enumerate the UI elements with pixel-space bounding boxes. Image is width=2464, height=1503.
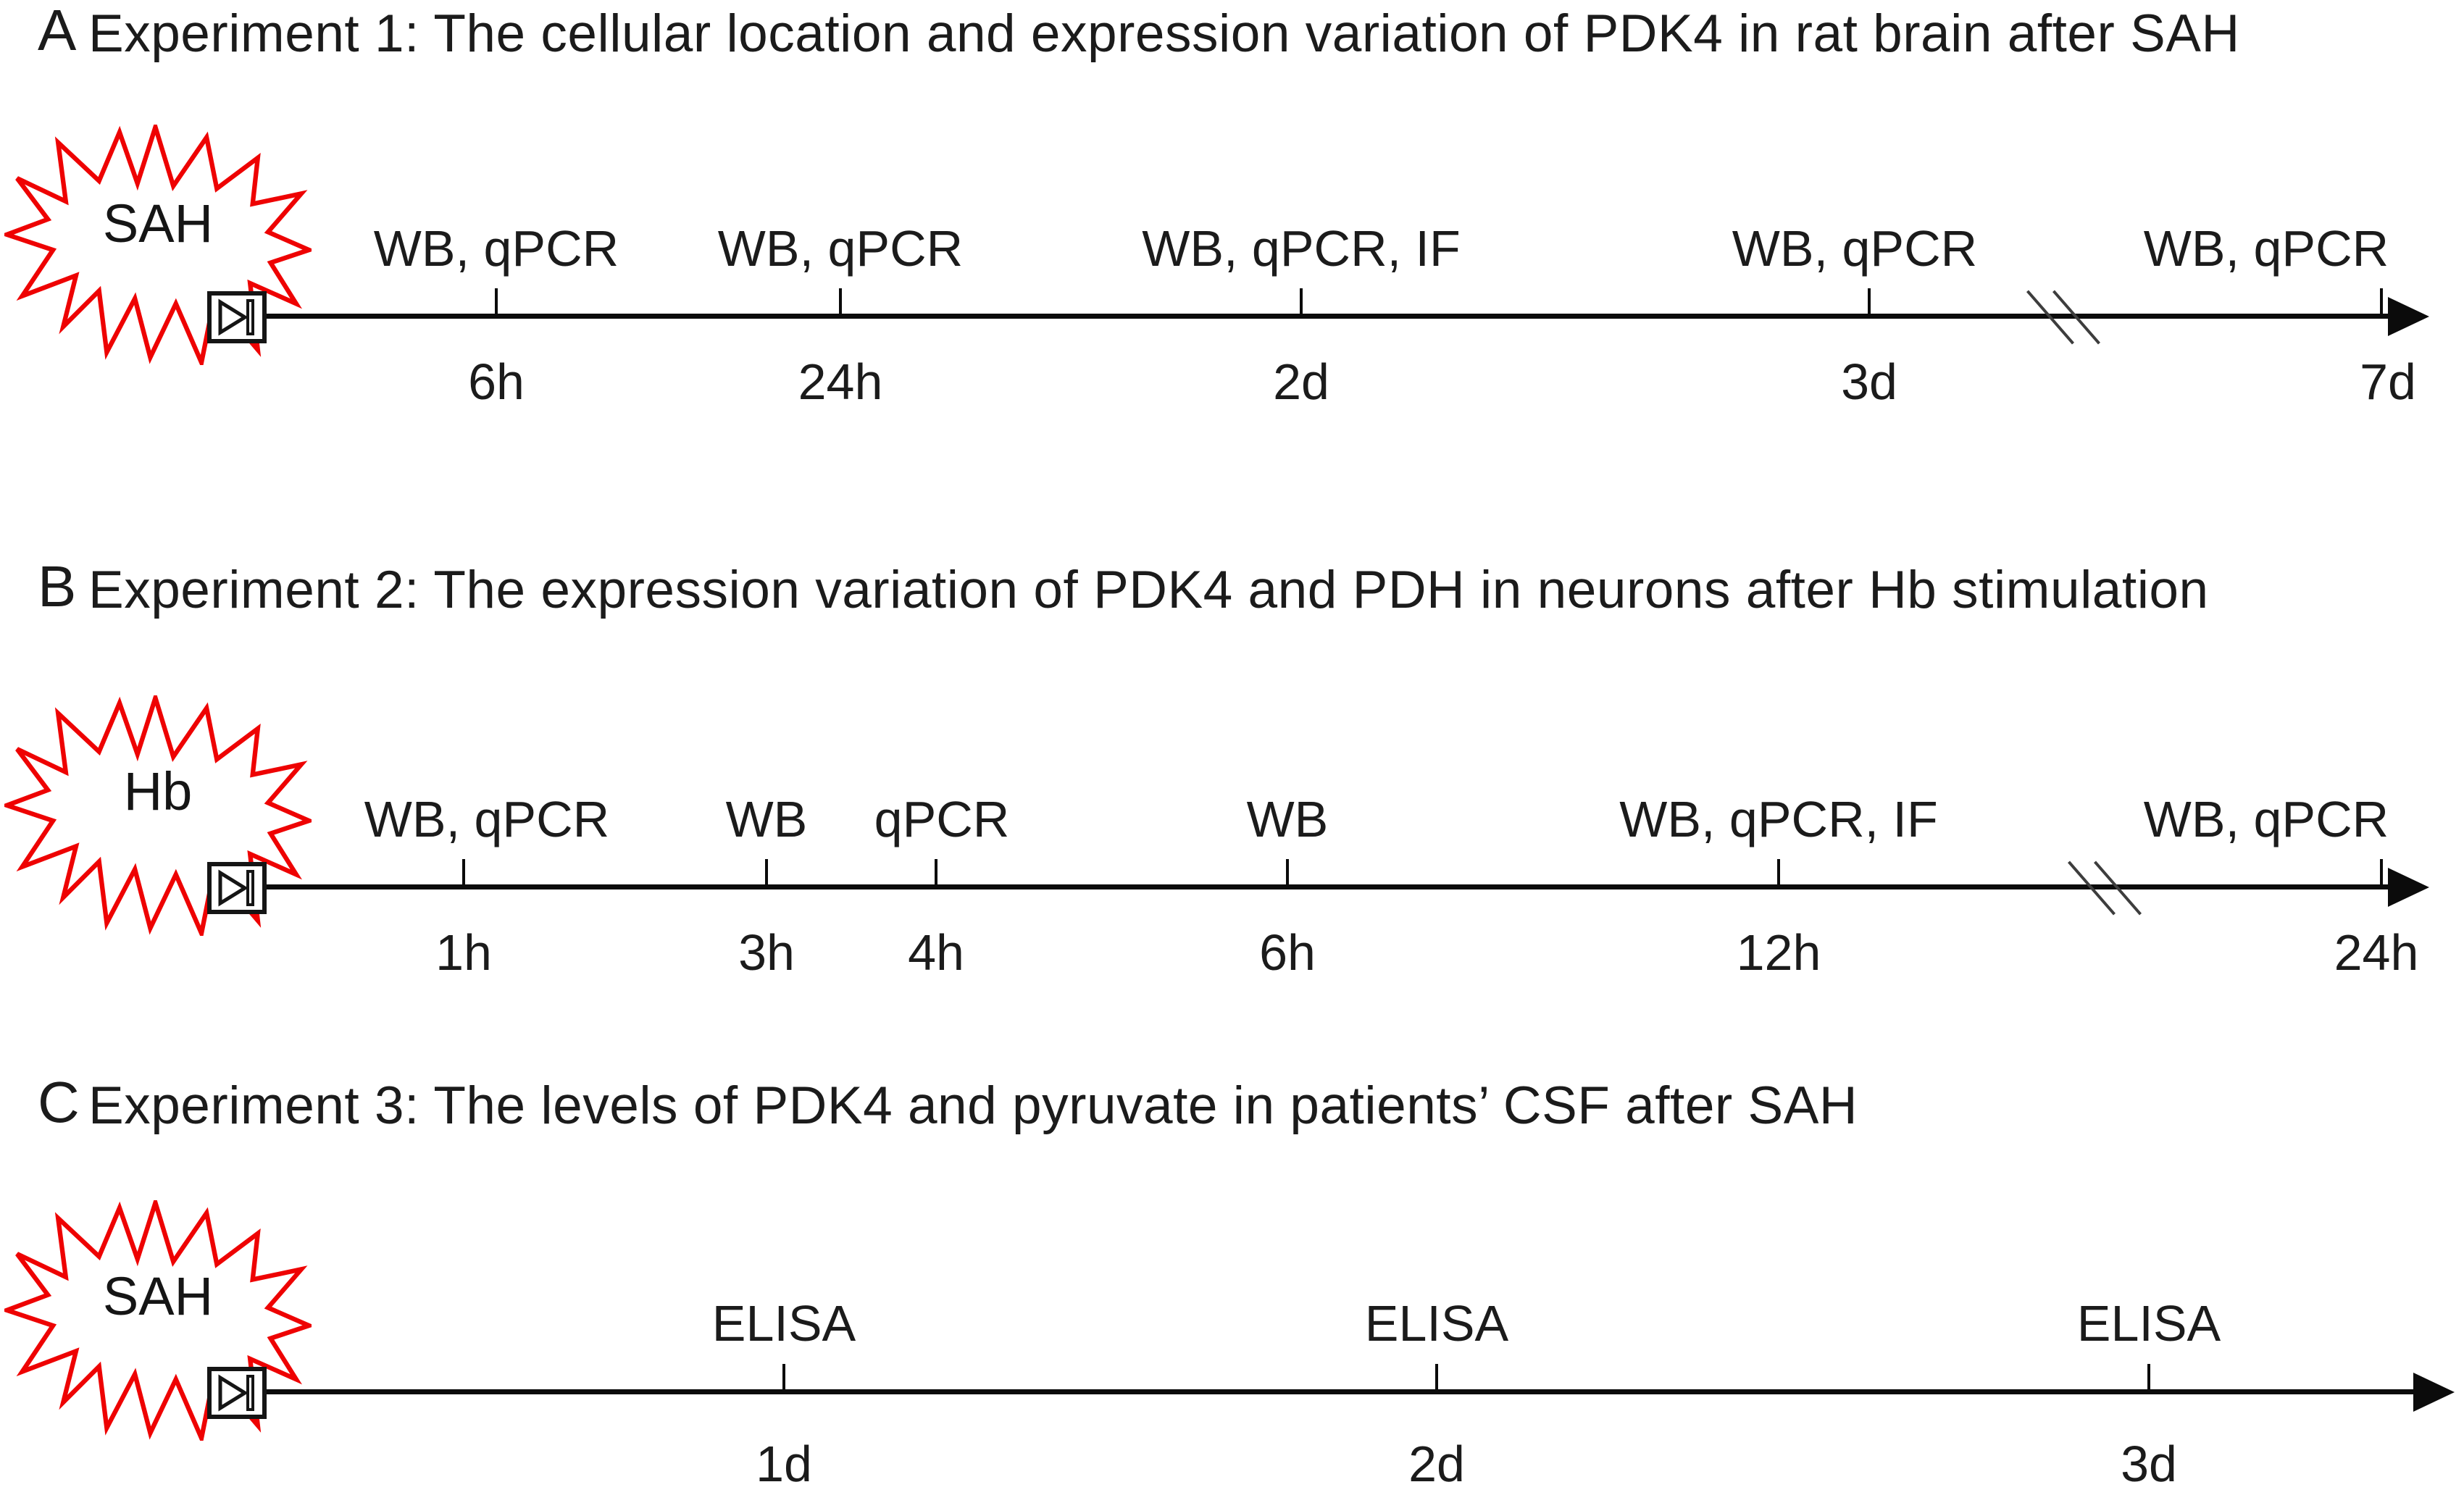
time-label: 3d: [2121, 1436, 2177, 1492]
play-start-icon: [207, 1367, 267, 1419]
time-label: 2d: [1273, 353, 1329, 410]
assay-label: WB, qPCR, IF: [1619, 791, 1938, 847]
time-label: 3d: [1841, 353, 1897, 410]
panel-a-title: Experiment 1: The cellular location and …: [88, 4, 2240, 63]
time-label: 3h: [738, 924, 795, 981]
panel-a-letter: A: [38, 0, 77, 62]
time-label: 24h: [2334, 924, 2419, 981]
time-label: 7d: [2360, 353, 2416, 410]
tick-mark: [1300, 288, 1303, 314]
panel-b-letter: B: [38, 554, 77, 619]
assay-label: WB, qPCR: [2143, 791, 2389, 847]
assay-label: WB, qPCR: [2143, 220, 2389, 277]
assay-label: WB: [725, 791, 808, 847]
tick-mark: [495, 288, 498, 314]
time-label: 24h: [798, 353, 883, 410]
assay-label: WB, qPCR: [1732, 220, 1978, 277]
timeline-line: [262, 314, 2392, 319]
tick-mark: [462, 859, 465, 885]
time-label: 1h: [435, 924, 492, 981]
assay-label: WB, qPCR: [373, 220, 619, 277]
panel-b-title: Experiment 2: The expression variation o…: [88, 561, 2209, 619]
play-start-icon: [207, 862, 267, 914]
arrowhead-right-icon: [2388, 297, 2429, 336]
panel-c-title: Experiment 3: The levels of PDK4 and pyr…: [88, 1076, 1858, 1135]
tick-mark: [2380, 859, 2383, 885]
assay-label: WB: [1246, 791, 1329, 847]
time-label: 4h: [908, 924, 964, 981]
assay-label: WB, qPCR: [364, 791, 610, 847]
timeline-line: [262, 1389, 2418, 1394]
play-start-icon: [207, 291, 267, 343]
timeline-line: [262, 884, 2392, 889]
tick-mark: [1777, 859, 1780, 885]
tick-mark: [782, 1364, 785, 1390]
time-label: 2d: [1408, 1436, 1465, 1492]
tick-mark: [2147, 1364, 2150, 1390]
panel-c-letter: C: [38, 1070, 80, 1134]
tick-mark: [839, 288, 842, 314]
time-label: 6h: [1259, 924, 1316, 981]
time-label: 1d: [756, 1436, 812, 1492]
time-label: 6h: [468, 353, 525, 410]
arrowhead-right-icon: [2388, 868, 2429, 907]
assay-label: ELISA: [1364, 1295, 1509, 1352]
tick-mark: [1868, 288, 1871, 314]
assay-label: WB, qPCR: [717, 220, 964, 277]
tick-mark: [1286, 859, 1289, 885]
assay-label: ELISA: [711, 1295, 856, 1352]
tick-mark: [2380, 288, 2383, 314]
stimulus-label: SAH: [102, 1266, 214, 1326]
assay-label: ELISA: [2076, 1295, 2221, 1352]
arrowhead-right-icon: [2413, 1373, 2455, 1412]
assay-label: WB, qPCR, IF: [1142, 220, 1461, 277]
stimulus-label: SAH: [102, 193, 214, 254]
time-label: 12h: [1736, 924, 1821, 981]
tick-mark: [765, 859, 768, 885]
tick-mark: [1435, 1364, 1438, 1390]
assay-label: qPCR: [874, 791, 1010, 847]
stimulus-label: Hb: [123, 761, 193, 821]
tick-mark: [935, 859, 937, 885]
